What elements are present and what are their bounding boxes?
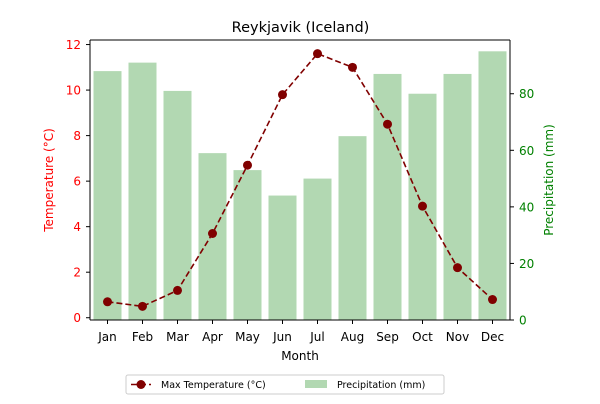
precipitation-bar <box>443 73 472 320</box>
y-right-tick-label: 80 <box>519 87 534 101</box>
y-left-tick-label: 0 <box>73 311 81 325</box>
temperature-point <box>383 119 392 129</box>
x-tick-label: Jan <box>97 330 117 344</box>
temperature-point <box>453 263 462 273</box>
y-right-tick-label: 20 <box>519 257 534 271</box>
temperature-point <box>243 160 252 170</box>
y-right-tick-label: 0 <box>519 314 527 328</box>
legend: Max Temperature (°C) Precipitation (mm) <box>125 374 445 395</box>
precipitation-bars <box>93 51 507 321</box>
precipitation-bar <box>268 195 297 320</box>
legend-label-precipitation: Precipitation (mm) <box>337 380 425 391</box>
temperature-point <box>103 297 112 307</box>
x-tick-label: Nov <box>446 330 469 344</box>
temperature-point <box>418 201 427 211</box>
precipitation-bar <box>373 73 402 320</box>
precipitation-bar <box>233 170 262 320</box>
x-tick-label: Jun <box>272 330 292 344</box>
y-axis-right-label: Precipitation (mm) <box>542 124 556 236</box>
x-tick-label: Feb <box>132 330 153 344</box>
temperature-point <box>348 62 357 72</box>
x-tick-label: Sep <box>376 330 399 344</box>
x-tick-label: Oct <box>412 330 433 344</box>
y-right-tick-label: 60 <box>519 144 534 158</box>
precipitation-bar <box>478 51 507 320</box>
y-left-tick-label: 8 <box>73 129 81 143</box>
legend-label-temperature: Max Temperature (°C) <box>161 380 266 391</box>
precipitation-bar <box>128 62 157 321</box>
x-tick-label: Aug <box>341 330 364 344</box>
precipitation-bar <box>338 136 367 320</box>
y-left-tick-label: 10 <box>66 84 81 98</box>
temperature-point <box>138 301 147 311</box>
axes: Jan Feb Mar Apr May Jun Jul Aug Sep Oct Nov Dec 0 2 4 6… <box>66 38 535 344</box>
precipitation-bar <box>303 178 332 320</box>
temperature-line <box>103 49 497 311</box>
temperature-point <box>278 90 287 100</box>
temperature-point <box>208 228 217 238</box>
y-left-tick-label: 6 <box>73 175 81 189</box>
x-tick-label: Apr <box>202 330 223 344</box>
y-left-tick-label: 4 <box>73 220 81 234</box>
y-right-tick-label: 40 <box>519 200 534 214</box>
temperature-line-path <box>107 52 494 308</box>
chart-title: Reykjavik (Iceland) <box>232 20 370 36</box>
x-tick-label: Mar <box>166 330 189 344</box>
temperature-point <box>313 49 322 59</box>
y-left-tick-label: 2 <box>73 266 81 280</box>
legend-marker-swatch <box>136 380 146 389</box>
y-left-tick-label: 12 <box>66 38 81 52</box>
temperature-point <box>173 285 182 295</box>
precipitation-bar <box>93 71 122 320</box>
temperature-point <box>488 295 497 305</box>
x-axis-label: Month <box>281 349 319 363</box>
x-tick-label: May <box>235 330 260 344</box>
precipitation-bar <box>163 90 192 320</box>
x-tick-label: Dec <box>481 330 504 344</box>
legend-bar-swatch <box>305 380 327 388</box>
legend-box <box>125 374 445 395</box>
y-axis-left-label: Temperature (°C) <box>42 128 56 233</box>
x-tick-label: Jul <box>309 330 324 344</box>
